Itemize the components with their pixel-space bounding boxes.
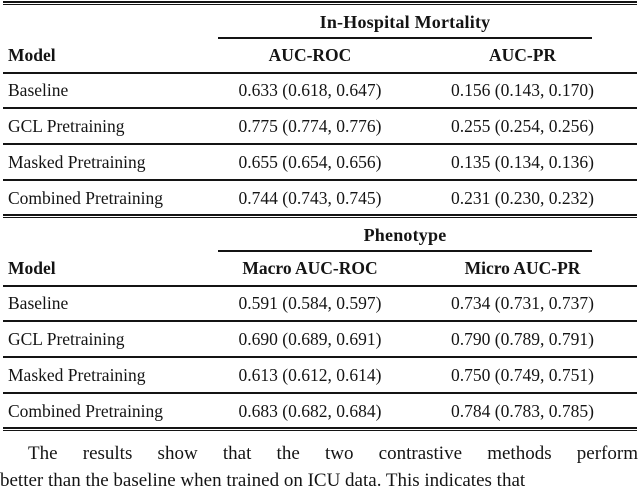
- column-span-rule: [218, 37, 592, 39]
- group-header-label: In-Hospital Mortality: [319, 11, 491, 32]
- macro-auc-roc-cell: 0.591 (0.584, 0.597): [238, 292, 382, 313]
- macro-auc-roc-cell: 0.613 (0.612, 0.614): [238, 364, 382, 385]
- row-rule: [3, 143, 637, 145]
- table-row: GCL Pretraining 0.775 (0.774, 0.776) 0.2…: [0, 110, 640, 142]
- table-row: Combined Pretraining 0.683 (0.682, 0.684…: [0, 395, 640, 427]
- group-header-row: In-Hospital Mortality: [0, 5, 640, 39]
- auc-roc-cell: 0.744 (0.743, 0.745): [238, 187, 382, 208]
- row-rule: [3, 392, 637, 394]
- model-cell: Combined Pretraining: [8, 187, 164, 208]
- row-rule: [3, 320, 637, 322]
- results-table-phenotype: Phenotype Model Macro AUC-ROC Micro AUC-…: [0, 218, 640, 427]
- auc-roc-cell: 0.655 (0.654, 0.656): [238, 151, 382, 172]
- header-rule: [3, 72, 637, 74]
- body-paragraph: The results show that the two contrastiv…: [0, 440, 640, 494]
- micro-auc-pr-cell: 0.750 (0.749, 0.751): [451, 364, 594, 385]
- model-cell: Baseline: [8, 292, 69, 313]
- macro-auc-roc-cell: 0.683 (0.682, 0.684): [238, 400, 382, 421]
- model-cell: GCL Pretraining: [8, 115, 125, 136]
- model-cell: Masked Pretraining: [8, 151, 146, 172]
- micro-auc-pr-cell: 0.784 (0.783, 0.785): [451, 400, 594, 421]
- results-table-mortality: In-Hospital Mortality Model AUC-ROC AUC-…: [0, 5, 640, 214]
- table-row: Baseline 0.591 (0.584, 0.597) 0.734 (0.7…: [0, 287, 640, 319]
- col-header-macro-auc-roc: Macro AUC-ROC: [242, 258, 378, 278]
- body-text-line-clipped: better than the baseline when trained on…: [0, 470, 526, 491]
- micro-auc-pr-cell: 0.734 (0.731, 0.737): [451, 292, 594, 313]
- model-cell: Baseline: [8, 79, 69, 100]
- row-rule: [3, 107, 637, 109]
- auc-pr-cell: 0.231 (0.230, 0.232): [451, 187, 594, 208]
- model-cell: Combined Pretraining: [8, 400, 164, 421]
- header-rule: [3, 285, 637, 287]
- body-text-line: The results show that the two contrastiv…: [28, 443, 638, 464]
- auc-pr-cell: 0.156 (0.143, 0.170): [451, 79, 594, 100]
- auc-roc-cell: 0.775 (0.774, 0.776): [238, 115, 382, 136]
- auc-pr-cell: 0.135 (0.134, 0.136): [451, 151, 594, 172]
- table-top-rule: [3, 1, 637, 5]
- auc-roc-cell: 0.633 (0.618, 0.647): [238, 79, 382, 100]
- group-header-label: Phenotype: [363, 224, 447, 245]
- row-rule: [3, 179, 637, 181]
- row-rule: [3, 356, 637, 358]
- col-header-auc-roc: AUC-ROC: [268, 45, 352, 65]
- table-divider-rule: [3, 214, 637, 218]
- table-bottom-rule: [3, 427, 637, 431]
- col-header-micro-auc-pr: Micro AUC-PR: [464, 258, 581, 278]
- column-header-row: Model Macro AUC-ROC Micro AUC-PR: [0, 252, 640, 285]
- table-row: Combined Pretraining 0.744 (0.743, 0.745…: [0, 182, 640, 214]
- model-cell: GCL Pretraining: [8, 328, 125, 349]
- group-header-span: In-Hospital Mortality: [218, 5, 592, 39]
- table-row: Baseline 0.633 (0.618, 0.647) 0.156 (0.1…: [0, 74, 640, 106]
- column-span-rule: [218, 250, 592, 252]
- table-row: Masked Pretraining 0.655 (0.654, 0.656) …: [0, 146, 640, 178]
- table-row: GCL Pretraining 0.690 (0.689, 0.691) 0.7…: [0, 323, 640, 355]
- group-header-span: Phenotype: [218, 218, 592, 252]
- col-header-auc-pr: AUC-PR: [488, 45, 557, 65]
- group-header-row: Phenotype: [0, 218, 640, 252]
- column-header-row: Model AUC-ROC AUC-PR: [0, 39, 640, 72]
- model-cell: Masked Pretraining: [8, 364, 146, 385]
- micro-auc-pr-cell: 0.790 (0.789, 0.791): [451, 328, 594, 349]
- macro-auc-roc-cell: 0.690 (0.689, 0.691): [238, 328, 382, 349]
- col-header-model: Model: [8, 258, 56, 278]
- table-row: Masked Pretraining 0.613 (0.612, 0.614) …: [0, 359, 640, 391]
- col-header-model: Model: [8, 45, 56, 65]
- auc-pr-cell: 0.255 (0.254, 0.256): [451, 115, 594, 136]
